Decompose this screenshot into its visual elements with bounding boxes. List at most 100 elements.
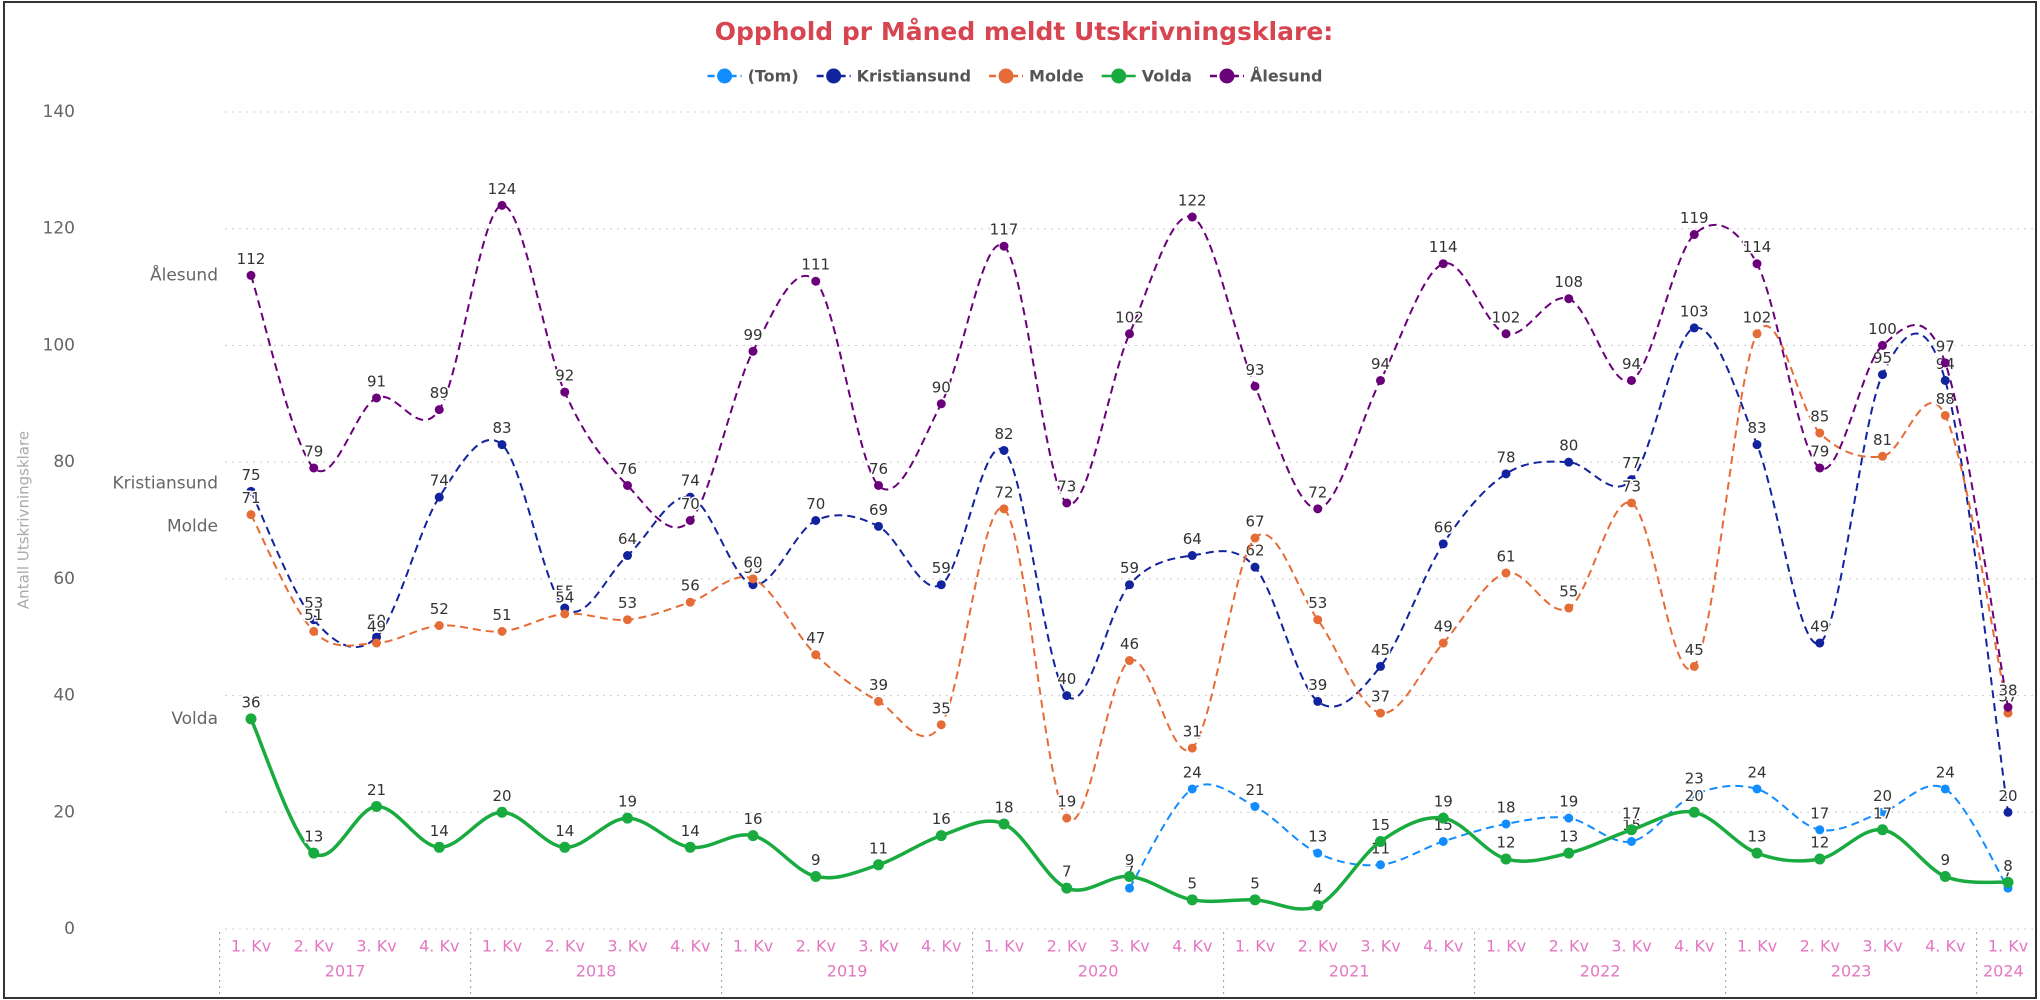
data-label: 5 [1187, 874, 1197, 892]
data-label: 15 [1371, 816, 1390, 834]
x-tick-label: 1. Kv [1988, 937, 2028, 956]
series-start-label: Molde [167, 517, 218, 537]
data-point [1564, 457, 1574, 467]
data-point [1438, 638, 1448, 648]
data-label: 14 [430, 822, 449, 840]
data-label: 85 [1810, 407, 1829, 425]
data-label: 8 [2003, 857, 2013, 875]
data-label: 64 [618, 530, 637, 548]
data-point [999, 504, 1009, 514]
data-point [1940, 784, 1950, 794]
data-label: 59 [1120, 559, 1139, 577]
year-label: 2023 [1831, 962, 1872, 981]
data-label: 100 [1868, 320, 1897, 338]
data-label: 13 [304, 828, 323, 846]
legend-label: (Tom) [748, 67, 799, 86]
data-label: 47 [806, 629, 825, 647]
data-point [1814, 853, 1826, 865]
y-tick-label: 80 [53, 452, 75, 472]
x-tick-label: 4. Kv [1423, 937, 1463, 956]
data-point [497, 626, 507, 636]
data-label: 21 [367, 781, 386, 799]
chart-title: Opphold pr Måned meldt Utskrivningsklare… [715, 17, 1334, 46]
x-tick-label: 1. Kv [231, 937, 271, 956]
x-tick-label: 3. Kv [1360, 937, 1400, 956]
data-label: 39 [869, 676, 888, 694]
data-point [1877, 824, 1888, 836]
data-point [1564, 294, 1574, 304]
data-point [497, 440, 507, 450]
data-point [1878, 370, 1887, 380]
data-point [1250, 533, 1260, 543]
x-tick-label: 1. Kv [1737, 937, 1777, 956]
data-label: 102 [1743, 308, 1772, 326]
data-label: 73 [1057, 477, 1076, 495]
data-label: 53 [618, 594, 637, 612]
data-label: 59 [743, 559, 762, 577]
data-point [1438, 259, 1448, 269]
data-label: 13 [1559, 828, 1578, 846]
data-point [1751, 847, 1763, 859]
data-point [246, 270, 256, 280]
data-label: 66 [1434, 518, 1453, 536]
data-point [1939, 870, 1951, 882]
data-label: 9 [1940, 851, 1950, 869]
data-point [496, 806, 508, 818]
data-label: 61 [1496, 548, 1515, 566]
data-label: 53 [1308, 594, 1327, 612]
data-point [434, 405, 444, 415]
data-label: 90 [932, 378, 951, 396]
data-point [873, 859, 884, 871]
data-point [1438, 836, 1448, 846]
data-point [1187, 212, 1197, 222]
data-label: 17 [1622, 804, 1641, 822]
x-tick-label: 3. Kv [1862, 937, 1902, 956]
data-label: 5 [1250, 874, 1260, 892]
data-point [1501, 568, 1511, 578]
data-point [748, 574, 758, 584]
data-label: 79 [1810, 442, 1829, 460]
data-label: 72 [994, 483, 1013, 501]
data-label: 79 [304, 442, 323, 460]
data-label: 93 [1245, 361, 1264, 379]
data-label: 64 [1183, 530, 1202, 548]
y-axis-label: Antall Utskrivningsklare [15, 431, 33, 609]
data-label: 112 [237, 250, 266, 268]
data-label: 45 [1371, 641, 1390, 659]
y-tick-label: 40 [53, 686, 75, 706]
data-point [1313, 504, 1323, 514]
data-point [1125, 883, 1134, 893]
data-point [1564, 603, 1574, 613]
data-point [874, 480, 883, 490]
x-tick-label: 2. Kv [545, 937, 585, 956]
data-label: 14 [681, 822, 700, 840]
data-label: 102 [1492, 308, 1521, 326]
data-point [685, 597, 695, 607]
data-label: 122 [1178, 192, 1207, 210]
x-tick-label: 3. Kv [607, 937, 647, 956]
data-label: 82 [994, 425, 1013, 443]
x-tick-label: 1. Kv [1235, 937, 1275, 956]
data-point [1815, 463, 1825, 473]
data-point [309, 463, 319, 473]
data-point [623, 615, 632, 625]
data-label: 80 [1559, 437, 1578, 455]
legend-label: Ålesund [1250, 67, 1322, 86]
data-label: 4 [1313, 880, 1323, 898]
data-point [1187, 743, 1197, 753]
data-label: 21 [1245, 781, 1264, 799]
data-label: 73 [1622, 477, 1641, 495]
data-label: 114 [1429, 238, 1458, 256]
data-label: 20 [1998, 787, 2017, 805]
data-point [1501, 819, 1511, 829]
data-point [1438, 539, 1448, 549]
data-point [1249, 894, 1261, 906]
data-point [2002, 876, 2014, 888]
data-label: 76 [869, 460, 888, 478]
x-tick-label: 2. Kv [796, 937, 836, 956]
data-point [1250, 801, 1260, 811]
data-point [1061, 882, 1073, 894]
data-label: 19 [1057, 793, 1076, 811]
data-point [309, 626, 319, 636]
data-label: 54 [555, 588, 574, 606]
